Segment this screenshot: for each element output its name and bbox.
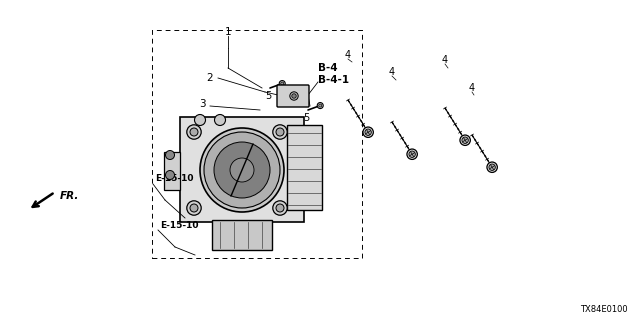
Text: 4: 4 (345, 50, 351, 60)
Circle shape (279, 81, 285, 86)
Circle shape (363, 127, 373, 137)
Text: 2: 2 (207, 73, 213, 83)
Bar (164, 152, 180, 190)
Text: B-4: B-4 (318, 63, 338, 73)
Text: 1: 1 (225, 27, 231, 37)
Text: 3: 3 (198, 99, 205, 109)
Text: TX84E0100: TX84E0100 (580, 306, 628, 315)
Circle shape (407, 149, 417, 159)
Circle shape (365, 129, 371, 135)
Circle shape (200, 128, 284, 212)
Text: 4: 4 (442, 55, 448, 65)
Circle shape (273, 201, 287, 215)
Circle shape (290, 92, 298, 100)
Circle shape (214, 142, 270, 198)
Text: B-4-1: B-4-1 (318, 75, 349, 85)
Circle shape (276, 204, 284, 212)
Circle shape (214, 115, 225, 125)
Circle shape (489, 164, 495, 171)
Circle shape (460, 135, 470, 145)
Text: 5: 5 (303, 113, 309, 123)
FancyBboxPatch shape (287, 125, 322, 210)
Circle shape (190, 204, 198, 212)
Circle shape (317, 102, 323, 108)
Circle shape (187, 125, 201, 139)
Circle shape (166, 171, 175, 180)
Circle shape (319, 104, 322, 107)
Text: E-15-10: E-15-10 (160, 220, 198, 229)
Text: 5: 5 (265, 91, 271, 101)
Circle shape (230, 158, 254, 182)
Circle shape (409, 151, 415, 157)
Circle shape (292, 94, 296, 98)
Bar (152, 30, 362, 258)
FancyBboxPatch shape (277, 85, 309, 107)
Circle shape (281, 82, 284, 85)
Circle shape (273, 125, 287, 139)
Circle shape (195, 115, 205, 125)
Text: 4: 4 (469, 83, 475, 93)
Circle shape (204, 132, 280, 208)
Circle shape (276, 128, 284, 136)
Circle shape (487, 162, 497, 172)
Circle shape (187, 201, 201, 215)
Circle shape (462, 137, 468, 143)
Circle shape (166, 150, 175, 159)
Text: FR.: FR. (60, 191, 79, 201)
Bar (212, 220, 272, 250)
Circle shape (190, 128, 198, 136)
FancyBboxPatch shape (180, 117, 304, 222)
Text: 4: 4 (389, 67, 395, 77)
Text: E-15-10: E-15-10 (155, 173, 193, 182)
